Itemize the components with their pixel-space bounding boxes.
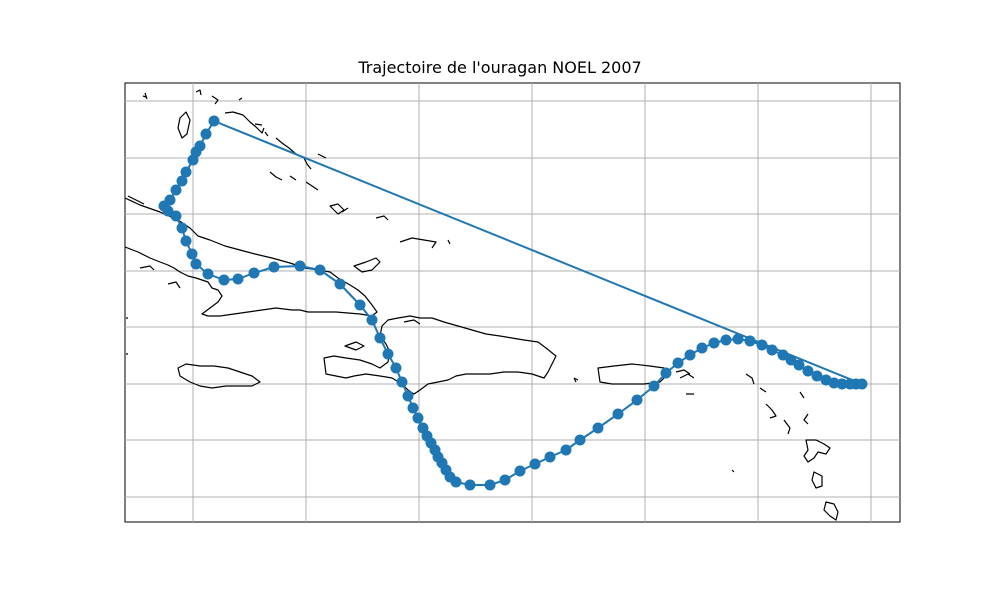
coast-tortuga	[403, 319, 421, 325]
track-point	[592, 422, 604, 434]
coast-caicos	[399, 237, 451, 249]
track-point	[170, 210, 182, 222]
track-point	[396, 376, 408, 388]
track-point	[777, 349, 789, 361]
track-point	[785, 354, 797, 366]
track-point	[190, 258, 202, 270]
track-point	[648, 380, 660, 392]
map-frame	[124, 82, 901, 523]
track-point	[407, 402, 419, 414]
track-point	[756, 339, 768, 351]
track-point	[464, 479, 476, 491]
coast-isla-juventud	[139, 265, 181, 289]
track-point	[248, 267, 260, 279]
track-point	[732, 333, 744, 345]
track-point	[802, 365, 814, 377]
track-point	[268, 261, 280, 273]
coast-bahamas-eleuthera	[224, 111, 265, 134]
track-point	[417, 422, 429, 434]
track-point	[696, 342, 708, 354]
coast-bahamas-exuma	[254, 123, 269, 137]
track-point	[499, 474, 511, 486]
coast-leeward2	[765, 391, 805, 419]
coast-virgin-islands	[679, 373, 695, 395]
track-point	[232, 273, 244, 285]
map-title: Trajectoire de l'ouragan NOEL 2007	[358, 58, 642, 77]
track-point	[180, 235, 192, 247]
track-line	[163, 120, 863, 486]
track-point	[334, 278, 346, 290]
coast-guadeloupe	[803, 439, 831, 463]
track-point	[844, 378, 856, 390]
gridlines	[125, 83, 900, 522]
track-point	[164, 194, 176, 206]
track-point	[766, 344, 778, 356]
track-point	[200, 128, 212, 140]
coast-dominica	[811, 471, 823, 489]
track-point	[194, 140, 206, 152]
track-point	[202, 268, 214, 280]
track-point	[366, 314, 378, 326]
track-point	[412, 412, 424, 424]
track-point	[382, 348, 394, 360]
coast-bahamas-inagua	[329, 203, 349, 215]
coast-leeward3	[783, 413, 809, 435]
track-point	[684, 349, 696, 361]
track-point	[708, 337, 720, 349]
track-point	[374, 332, 386, 344]
track-point	[314, 264, 326, 276]
track-point	[631, 394, 643, 406]
coast-cuba	[124, 197, 378, 317]
coast-bahamas-abaco	[211, 95, 243, 105]
track-point	[402, 390, 414, 402]
coast-martinique	[823, 501, 839, 521]
track-point	[354, 299, 366, 311]
coast-bahamas-catisland	[275, 137, 297, 155]
track-point	[176, 175, 188, 187]
track-point	[820, 374, 832, 386]
track-point	[744, 335, 756, 347]
track-point	[574, 434, 586, 446]
coast-leeward1	[745, 373, 767, 393]
track-point	[836, 378, 848, 390]
track-point	[672, 357, 684, 369]
track-point	[529, 458, 541, 470]
coast-vieques	[573, 369, 691, 381]
coast-gonave	[344, 341, 365, 351]
track-point	[176, 222, 188, 234]
coast-small-islands	[126, 317, 735, 473]
coast-turks	[375, 215, 389, 221]
coast-hispaniola	[323, 315, 557, 395]
track-point	[294, 260, 306, 272]
track-point	[484, 479, 496, 491]
hurricane-track	[158, 115, 868, 491]
coastlines	[124, 89, 839, 521]
coast-puerto-rico	[597, 363, 667, 385]
track-point	[811, 370, 823, 382]
track-point	[170, 184, 182, 196]
coast-bahamas-small2	[305, 153, 327, 191]
coast-jamaica	[177, 363, 261, 389]
coast-keys	[142, 92, 148, 100]
coast-crooked	[127, 195, 145, 205]
track-point	[180, 166, 192, 178]
track-point	[720, 334, 732, 346]
coast-bahamas-small1	[269, 171, 297, 181]
coast-bahamas-andros	[177, 111, 191, 139]
track-point	[390, 362, 402, 374]
coast-mayaguana	[353, 257, 381, 273]
track-point	[186, 248, 198, 260]
track-point	[208, 115, 220, 127]
coast-bahamas-grandbahama	[195, 89, 202, 96]
track-point	[514, 465, 526, 477]
track-point	[660, 367, 672, 379]
track-point	[612, 408, 624, 420]
track-point	[218, 274, 230, 286]
track-point	[793, 359, 805, 371]
track-point	[544, 451, 556, 463]
track-point	[560, 444, 572, 456]
